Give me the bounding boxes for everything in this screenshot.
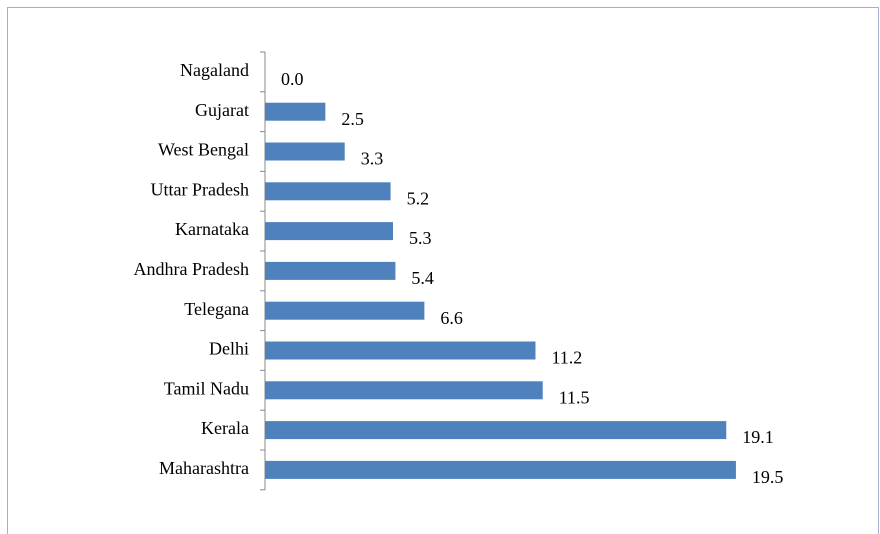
bar bbox=[265, 381, 543, 400]
bar bbox=[265, 222, 393, 241]
data-label: 11.2 bbox=[551, 348, 582, 368]
data-label: 5.2 bbox=[407, 188, 430, 208]
data-label: 19.1 bbox=[742, 427, 774, 447]
category-label: Telegana bbox=[184, 299, 249, 319]
category-label: Tamil Nadu bbox=[164, 378, 249, 398]
bar bbox=[265, 460, 736, 479]
bar bbox=[265, 261, 396, 280]
category-label: Uttar Pradesh bbox=[151, 179, 249, 199]
bar bbox=[265, 182, 391, 201]
data-label: 19.5 bbox=[752, 467, 784, 487]
category-label: Andhra Pradesh bbox=[134, 259, 249, 279]
data-label: 5.3 bbox=[409, 228, 432, 248]
bar bbox=[265, 102, 326, 121]
bar bbox=[265, 421, 727, 440]
data-label: 2.5 bbox=[341, 109, 364, 129]
chart-frame bbox=[7, 7, 879, 534]
bar bbox=[265, 142, 345, 161]
category-label: Delhi bbox=[209, 339, 249, 359]
data-label: 5.4 bbox=[411, 268, 434, 288]
bar bbox=[265, 301, 425, 320]
category-label: Karnataka bbox=[175, 219, 249, 239]
category-label: Kerala bbox=[201, 418, 249, 438]
category-label: Nagaland bbox=[180, 60, 249, 80]
data-label: 11.5 bbox=[559, 387, 590, 407]
bar bbox=[265, 341, 536, 360]
category-label: West Bengal bbox=[158, 140, 249, 160]
category-label: Maharashtra bbox=[159, 458, 249, 478]
data-label: 6.6 bbox=[440, 308, 463, 328]
data-label: 0.0 bbox=[281, 69, 304, 89]
data-label: 3.3 bbox=[361, 149, 384, 169]
category-label: Gujarat bbox=[195, 100, 249, 120]
